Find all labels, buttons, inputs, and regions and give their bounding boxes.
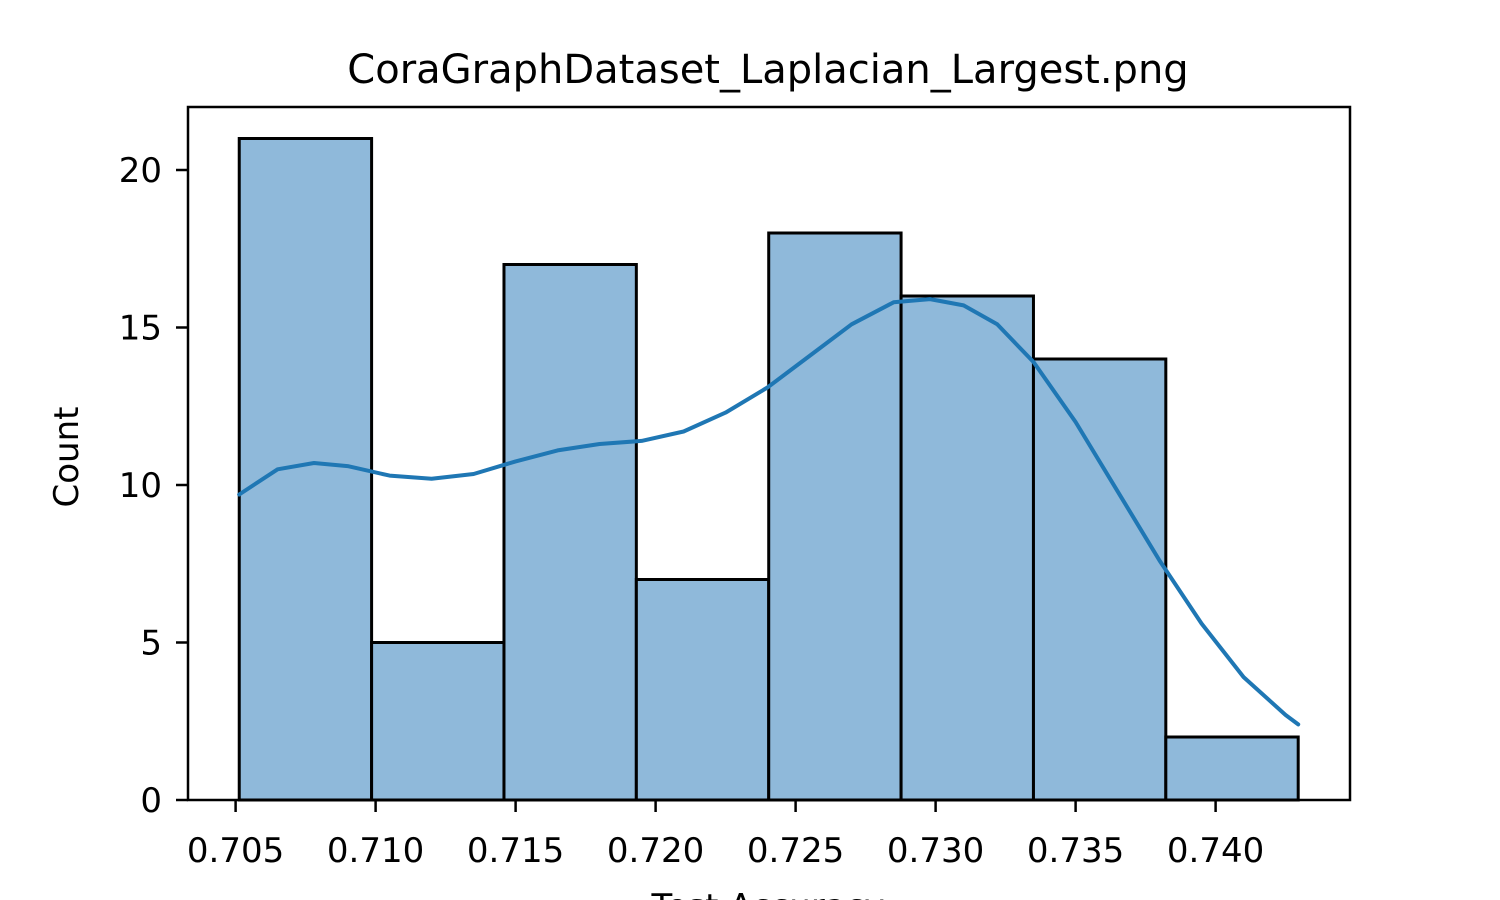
x-tick-label: 0.705 [187,831,284,871]
chart-title: CoraGraphDataset_Laplacian_Largest.png [347,47,1188,93]
x-tick-label: 0.710 [327,831,424,871]
kde-line [237,297,1301,727]
histogram-bar [1164,735,1300,802]
axes-layer: 0.705 0.710 0.715 0.720 0.725 0.730 0.735 0.740… [119,105,1352,871]
x-tick-label: 0.720 [607,831,704,871]
y-tick-label: 0 [140,781,162,821]
x-axis-title: Test Accuracy [651,887,885,900]
y-axis-title: Count [47,407,87,508]
histogram-bar [767,231,903,802]
histogram-bar [237,137,374,802]
x-tick-label: 0.740 [1167,831,1264,871]
bars-layer [237,137,1300,802]
x-tick-label: 0.730 [887,831,984,871]
plot-frame [186,105,1352,802]
histogram-bar [370,641,506,802]
x-tick-label: 0.735 [1027,831,1124,871]
x-tick-label: 0.725 [747,831,844,871]
histogram-bar [899,294,1035,802]
histogram-bar [634,578,771,802]
x-tick-label: 0.715 [467,831,564,871]
y-tick-label: 5 [140,624,162,664]
histogram-bar [1031,357,1168,802]
histogram-bar [502,263,638,802]
y-tick-label: 15 [119,309,162,349]
y-tick-label: 20 [119,151,162,191]
kde-layer [237,297,1301,727]
y-tick-label: 10 [119,466,162,506]
